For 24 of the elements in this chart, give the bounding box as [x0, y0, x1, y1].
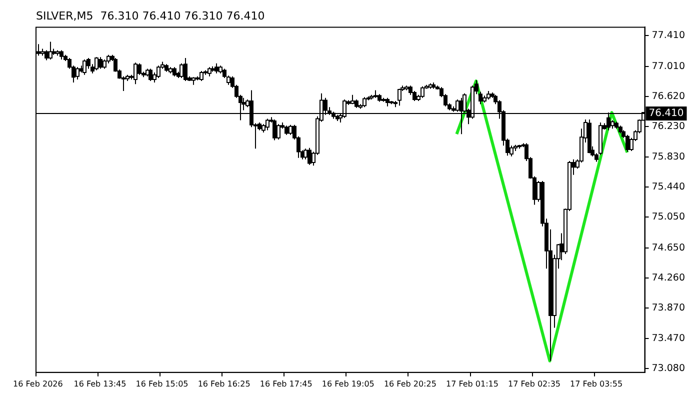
x-tick-label: 16 Feb 19:05 [322, 379, 374, 388]
ref-line-label: 76.410 [648, 108, 684, 120]
x-tick-label: 16 Feb 17:45 [260, 379, 312, 388]
y-tick-label: 74.650 [652, 242, 686, 254]
x-tick-label: 16 Feb 20:25 [384, 379, 436, 388]
x-tick-label: 17 Feb 02:35 [508, 379, 560, 388]
y-tick-label: 75.440 [652, 182, 686, 193]
y-tick-label: 73.080 [652, 363, 686, 374]
x-tick-label: 16 Feb 13:45 [74, 379, 126, 388]
y-tick-label: 73.870 [652, 302, 686, 314]
y-tick-label: 74.260 [652, 272, 686, 284]
y-tick-label: 73.470 [652, 333, 686, 344]
y-tick-label: 77.010 [652, 60, 686, 72]
y-tick-label: 75.830 [652, 152, 686, 163]
chart-title: SILVER,M5 76.310 76.410 76.310 76.410 [36, 9, 265, 22]
y-tick-label: 76.620 [652, 90, 686, 102]
x-tick-label: 17 Feb 01:15 [446, 379, 498, 388]
y-tick-label: 77.410 [652, 30, 686, 42]
x-tick-label: 16 Feb 2026 [13, 379, 63, 388]
x-tick-label: 16 Feb 16:25 [198, 379, 250, 388]
y-tick-label: 75.050 [652, 212, 686, 223]
x-tick-label: 16 Feb 15:05 [136, 379, 188, 388]
y-tick-label: 76.230 [652, 120, 686, 132]
x-tick-label: 17 Feb 03:55 [570, 379, 623, 388]
